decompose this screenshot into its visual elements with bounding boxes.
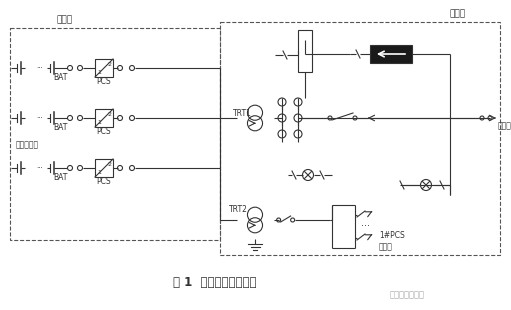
Text: ···: ··· <box>361 221 370 231</box>
Text: 1: 1 <box>97 119 101 125</box>
Text: PCS: PCS <box>97 127 111 136</box>
Text: PCS: PCS <box>97 178 111 187</box>
Bar <box>220 22 500 255</box>
Text: ···: ··· <box>37 165 43 171</box>
Text: BAT: BAT <box>53 123 67 132</box>
Text: ···: ··· <box>37 115 43 121</box>
Bar <box>95 59 113 77</box>
Text: 集装箱: 集装箱 <box>379 242 393 251</box>
Text: 并网柜: 并网柜 <box>498 122 511 131</box>
Text: BAT: BAT <box>53 174 67 183</box>
Bar <box>95 159 113 177</box>
Text: BAT: BAT <box>53 73 67 82</box>
Bar <box>370 45 412 63</box>
Text: 2: 2 <box>107 61 111 67</box>
Text: 1: 1 <box>97 170 101 175</box>
Text: 1#PCS: 1#PCS <box>379 232 405 241</box>
Text: 电池集装箱: 电池集装箱 <box>16 140 39 149</box>
Bar <box>95 109 113 127</box>
Text: 1: 1 <box>97 69 101 74</box>
Text: 图 1  储能系统典型拓扑: 图 1 储能系统典型拓扑 <box>173 276 257 289</box>
Text: PCS: PCS <box>97 78 111 86</box>
Text: 2: 2 <box>107 112 111 117</box>
Text: 2: 2 <box>107 162 111 166</box>
Text: ···: ··· <box>37 65 43 71</box>
Bar <box>10 28 220 240</box>
Text: 交流侧: 交流侧 <box>450 10 466 19</box>
Text: TRT1: TRT1 <box>233 108 252 117</box>
Text: TRT2: TRT2 <box>229 206 248 215</box>
Bar <box>298 30 312 72</box>
Text: 艾邦储能与充电: 艾邦储能与充电 <box>390 290 425 299</box>
Text: 直流侧: 直流侧 <box>57 16 73 24</box>
